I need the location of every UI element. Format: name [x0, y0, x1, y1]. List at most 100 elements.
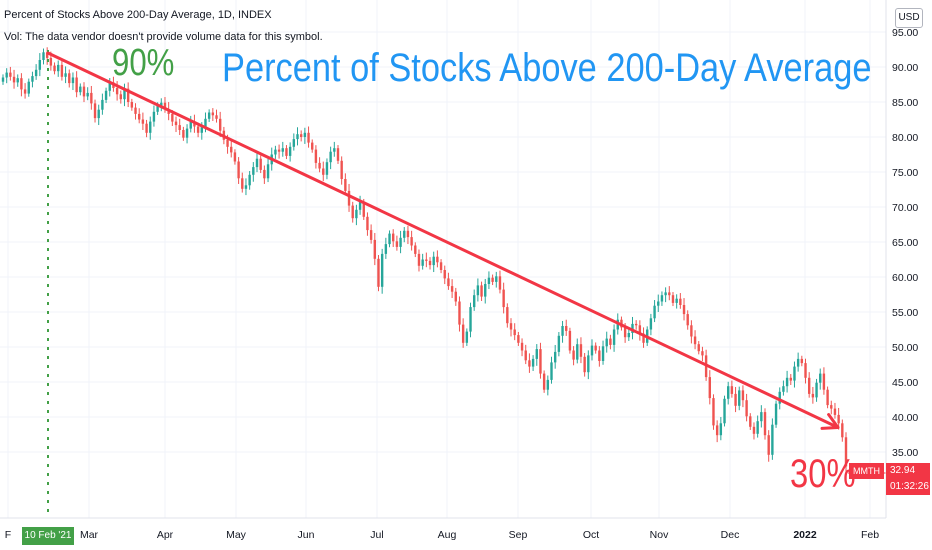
candle-body [627, 333, 631, 338]
x-tick-label: Sep [509, 529, 528, 541]
candle-body [189, 121, 192, 129]
countdown-tag: 01:32:26 [886, 479, 930, 495]
candle-body [815, 382, 818, 398]
y-tick-label: 95.00 [892, 27, 918, 39]
candle-body [34, 69, 38, 77]
candle-body [403, 230, 406, 238]
candle-body [9, 72, 12, 77]
candle-body [763, 412, 767, 436]
candle-body [410, 237, 413, 246]
candle-body [800, 358, 804, 364]
candle-body [506, 307, 509, 324]
candle-body [200, 127, 203, 133]
candle-body [443, 270, 446, 279]
candle-body [657, 301, 660, 306]
y-tick-label: 45.00 [892, 377, 918, 389]
candle-body [623, 327, 627, 338]
candle-body [498, 276, 502, 290]
candle-body [531, 358, 535, 367]
candle-body [266, 164, 270, 179]
candle-body [760, 412, 763, 422]
candle-body [329, 151, 332, 163]
candle-body [719, 423, 723, 436]
candle-body [565, 326, 568, 331]
candle-body [204, 118, 207, 128]
candle-body [487, 277, 491, 284]
x-tick-label: Nov [650, 529, 669, 541]
candle-body [318, 162, 321, 169]
x-tick-label: Dec [721, 529, 740, 541]
x-tick-label: Oct [583, 529, 599, 541]
y-tick-label: 75.00 [892, 167, 918, 179]
candle-body [252, 167, 255, 175]
candle-body [358, 202, 362, 210]
candle-body [23, 89, 27, 94]
candle-body [5, 72, 8, 78]
candle-body [472, 295, 476, 308]
x-tick-label: Feb [861, 529, 879, 541]
candle-body [421, 259, 424, 266]
candle-body [712, 398, 715, 426]
candle-body [745, 400, 748, 417]
candle-body [649, 318, 653, 330]
candle-body [715, 425, 719, 436]
candle-body [837, 414, 840, 424]
candle-body [303, 132, 307, 137]
candle-body [557, 335, 561, 352]
candle-body [130, 102, 134, 108]
candle-body [380, 253, 384, 287]
candle-body [115, 88, 119, 95]
candle-body [830, 405, 833, 409]
candle-body [502, 289, 505, 308]
candle-body [134, 107, 137, 114]
candle-body [819, 373, 822, 383]
candle-body [277, 149, 281, 152]
candle-body [436, 256, 439, 263]
candle-body [605, 338, 608, 347]
candle-body [734, 393, 737, 406]
candle-body [185, 128, 189, 138]
candle-body [572, 350, 575, 360]
y-tick-label: 55.00 [892, 307, 918, 319]
candle-body [638, 325, 642, 334]
candle-body [679, 298, 682, 305]
candle-body [785, 377, 789, 387]
candle-body [307, 132, 310, 143]
x-tick-label: Aug [438, 529, 457, 541]
candle-body [299, 134, 303, 137]
candle-body [461, 324, 465, 343]
candle-body [119, 94, 122, 100]
time-axis[interactable]: F Mar Apr May Jun Jul Aug Sep Oct Nov Dec 2022 Feb [5, 529, 879, 541]
candle-body [163, 102, 167, 109]
candle-body [230, 146, 233, 153]
candle-body [741, 390, 745, 401]
candle-body [366, 216, 369, 231]
currency-button[interactable]: USD [895, 8, 923, 28]
candle-body [38, 60, 42, 70]
candle-body [255, 158, 259, 168]
candle-body [454, 291, 457, 302]
candle-body [539, 349, 542, 374]
candle-body [79, 86, 82, 93]
candle-body [237, 161, 240, 179]
candle-body [325, 162, 329, 175]
y-tick-label: 35.00 [892, 447, 918, 459]
candle-body [42, 52, 45, 60]
last-price-tag: 32.94 [886, 463, 930, 479]
candle-body [71, 77, 75, 84]
candle-body [756, 421, 759, 434]
candle-body [20, 78, 23, 90]
candle-body [322, 168, 325, 175]
candle-body [701, 351, 704, 356]
candle-body [686, 314, 689, 326]
candle-body [796, 358, 800, 367]
candle-body [141, 119, 145, 124]
y-tick-label: 60.00 [892, 272, 918, 284]
candle-body [86, 92, 89, 97]
candle-body [417, 253, 421, 266]
price-axis[interactable]: 35.00 40.00 45.00 50.00 55.00 60.00 65.00 70.00… [892, 27, 918, 459]
candle-body [579, 344, 583, 357]
candle-body [682, 305, 686, 315]
candle-body [274, 149, 277, 155]
